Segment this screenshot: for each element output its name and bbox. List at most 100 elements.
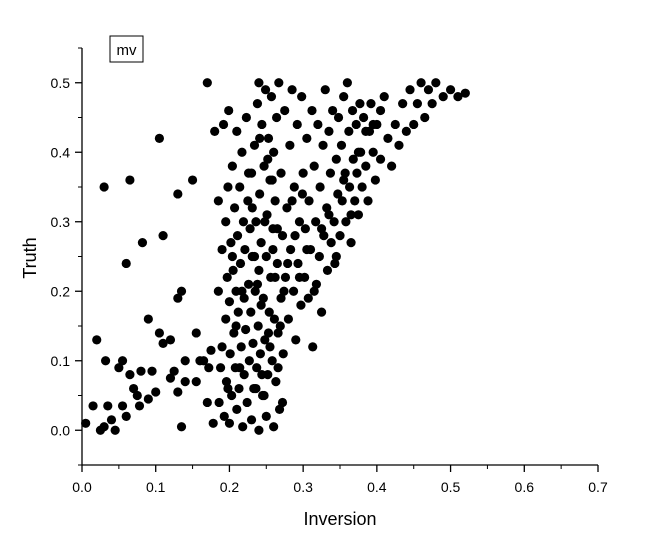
data-point <box>219 411 229 421</box>
data-point <box>273 328 283 338</box>
data-point <box>383 133 393 143</box>
data-point <box>242 397 252 408</box>
data-point <box>241 112 251 123</box>
data-point <box>227 161 237 171</box>
y-tick-label: 0.2 <box>51 283 71 299</box>
data-point <box>339 92 349 102</box>
data-point <box>227 251 237 262</box>
data-point <box>106 415 117 425</box>
data-point <box>227 390 237 401</box>
data-point <box>180 377 190 387</box>
data-point <box>217 244 227 255</box>
data-point <box>232 126 242 136</box>
data-point <box>151 387 161 397</box>
data-point <box>180 356 190 366</box>
data-point <box>286 244 296 255</box>
data-point <box>335 231 345 241</box>
data-point <box>322 265 333 275</box>
data-point <box>279 286 289 296</box>
data-point <box>328 105 338 116</box>
data-point <box>453 92 463 102</box>
data-point <box>277 397 288 408</box>
x-axis-title: Inversion <box>303 509 376 529</box>
data-point <box>270 272 280 282</box>
data-point <box>147 366 157 376</box>
data-point <box>274 78 284 88</box>
data-point <box>251 383 261 394</box>
data-point <box>318 140 328 150</box>
data-point <box>341 217 351 227</box>
data-point <box>315 182 325 192</box>
data-point <box>282 203 292 213</box>
x-axis-ticks: 0.0 0.1 0.2 0.3 0.4 0.5 0.6 0.7 <box>72 465 608 495</box>
data-point <box>302 244 312 255</box>
data-point <box>125 370 135 380</box>
data-point <box>313 119 323 130</box>
data-point <box>224 418 235 428</box>
data-point <box>387 161 397 171</box>
data-point <box>228 265 238 275</box>
data-point <box>92 335 102 345</box>
x-tick-label: 0.5 <box>441 479 461 495</box>
data-point <box>342 78 352 88</box>
y-tick-label: 0.5 <box>51 75 71 91</box>
data-point <box>225 349 235 359</box>
data-point <box>81 418 91 428</box>
data-point <box>158 338 168 348</box>
data-point <box>289 182 299 192</box>
data-point <box>210 126 220 136</box>
data-point <box>134 401 145 411</box>
data-point <box>250 286 260 296</box>
data-point <box>311 279 322 289</box>
data-point <box>267 356 277 366</box>
data-point <box>247 203 257 213</box>
data-point <box>229 203 240 213</box>
data-point <box>431 78 441 88</box>
data-point <box>357 182 367 192</box>
data-point <box>355 99 365 109</box>
data-point <box>121 411 131 421</box>
data-point <box>248 338 258 348</box>
data-point <box>302 133 312 143</box>
data-point <box>379 92 389 102</box>
data-point <box>103 401 113 411</box>
data-point <box>319 231 329 241</box>
data-point <box>270 196 280 206</box>
data-point <box>238 422 248 432</box>
data-point <box>351 119 361 130</box>
data-point <box>287 85 297 95</box>
x-tick-label: 0.0 <box>72 479 92 495</box>
data-point <box>325 168 336 178</box>
data-point <box>416 78 426 88</box>
data-point <box>352 168 362 178</box>
data-point <box>423 85 434 95</box>
data-point <box>368 147 378 157</box>
data-point <box>308 342 318 352</box>
data-point <box>158 231 168 241</box>
data-point <box>100 356 111 366</box>
data-point <box>330 258 340 269</box>
data-point <box>260 335 270 345</box>
data-point <box>254 78 264 88</box>
data-point <box>261 411 271 421</box>
data-point <box>276 293 286 303</box>
data-point <box>324 126 334 136</box>
data-point <box>245 224 255 234</box>
data-point <box>255 349 265 359</box>
data-point <box>438 92 448 102</box>
data-point <box>254 265 264 275</box>
data-point <box>202 397 212 408</box>
data-point <box>344 182 355 192</box>
data-point <box>217 342 227 352</box>
data-point <box>88 401 98 411</box>
data-point <box>255 133 265 143</box>
data-point <box>234 383 244 394</box>
data-point <box>276 168 286 178</box>
data-point <box>331 251 341 262</box>
data-point <box>412 99 422 109</box>
data-point <box>214 397 224 408</box>
data-point <box>244 356 254 366</box>
data-point <box>235 182 245 192</box>
data-point <box>236 342 246 352</box>
data-point <box>309 161 319 171</box>
